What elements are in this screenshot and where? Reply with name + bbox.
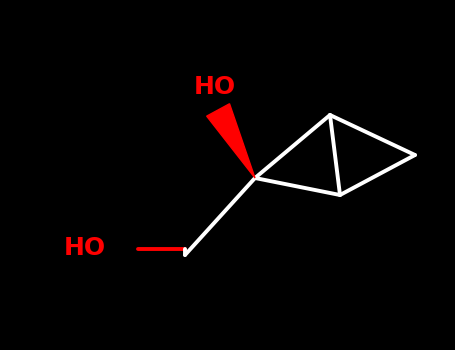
Polygon shape: [207, 104, 255, 178]
Text: HO: HO: [194, 75, 236, 99]
Text: HO: HO: [64, 236, 106, 260]
